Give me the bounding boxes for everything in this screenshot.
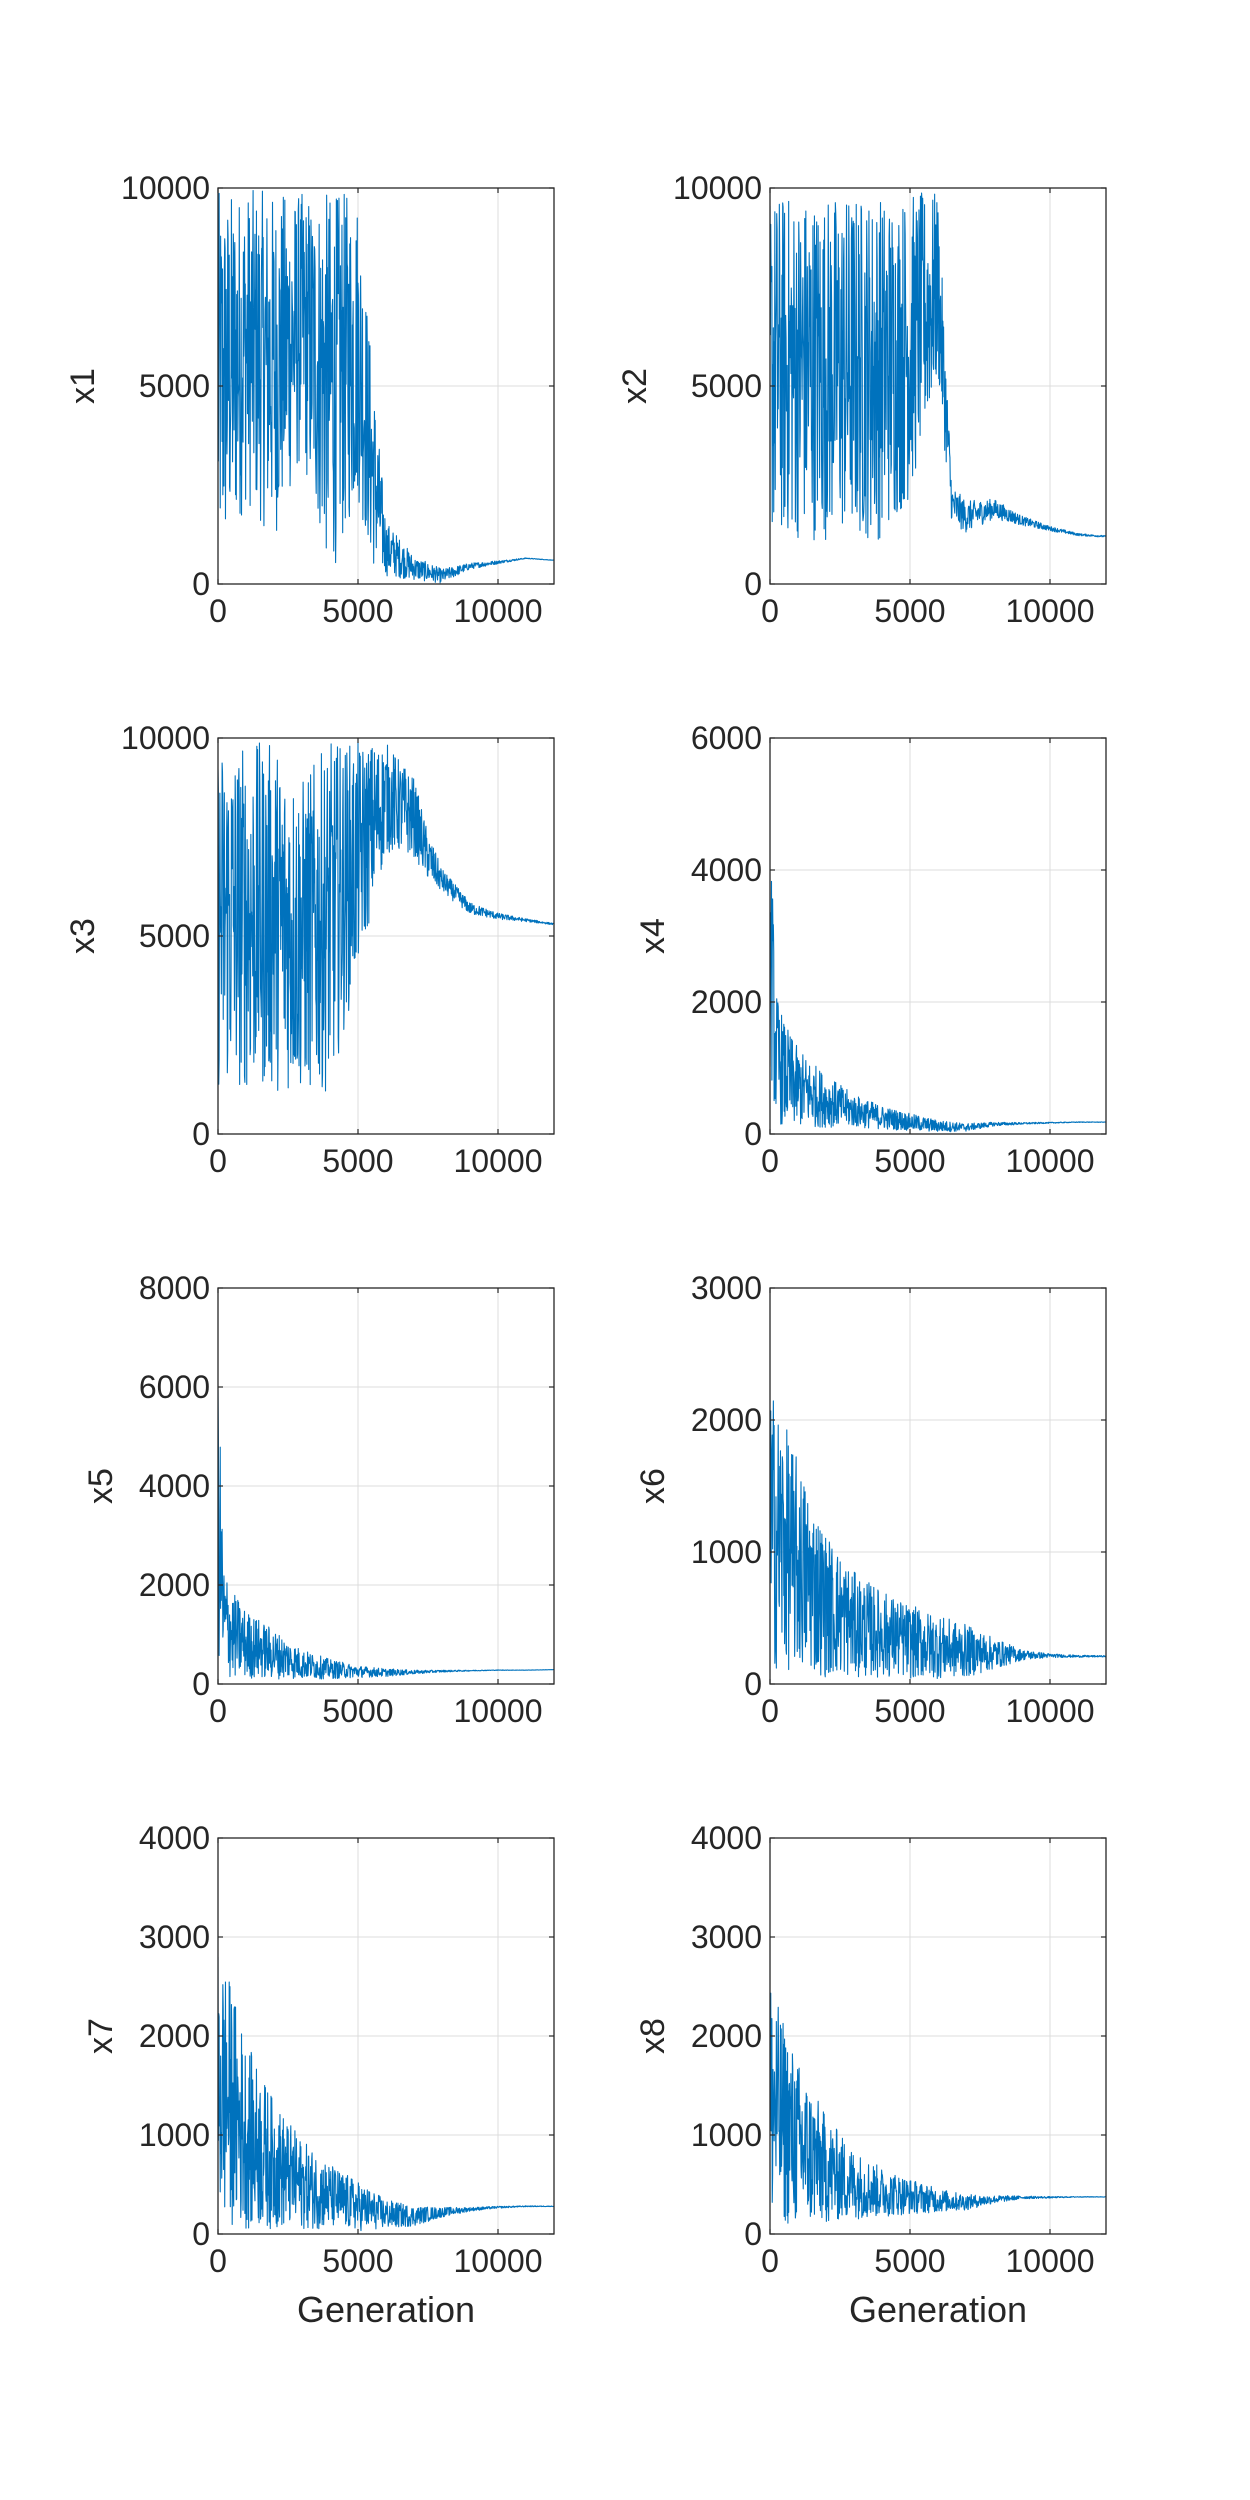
y-tick-label: 2000 bbox=[691, 2018, 762, 2054]
y-tick-label: 3000 bbox=[691, 1919, 762, 1955]
series-line-x6 bbox=[770, 1400, 1106, 1679]
y-axis-label: x1 bbox=[64, 368, 102, 404]
x-tick-label: 0 bbox=[761, 2243, 779, 2279]
y-axis-label: x8 bbox=[634, 2018, 672, 2054]
y-tick-label: 4000 bbox=[139, 1820, 210, 1856]
subplot-x2: 0 5000 10000 0 5000 10000 x2 bbox=[616, 170, 1107, 629]
y-axis-label: x6 bbox=[634, 1468, 672, 1504]
x-tick-label: 10000 bbox=[454, 1693, 543, 1729]
subplot-x6: 0 5000 10000 0 1000 2000 3000 x6 bbox=[634, 1270, 1107, 1729]
y-tick-label: 2000 bbox=[139, 1567, 210, 1603]
plot-area bbox=[770, 738, 1106, 1134]
x-tick-label: 0 bbox=[209, 1143, 227, 1179]
x-tick-label: 5000 bbox=[322, 2243, 393, 2279]
y-axis-label: x7 bbox=[82, 2018, 120, 2054]
x-tick-label: 5000 bbox=[322, 1693, 393, 1729]
y-tick-label: 3000 bbox=[691, 1270, 762, 1306]
subplot-x3: 0 5000 10000 0 5000 10000 x3 bbox=[64, 720, 555, 1179]
y-tick-label: 6000 bbox=[139, 1369, 210, 1405]
x-tick-label: 0 bbox=[761, 593, 779, 629]
x-tick-label: 5000 bbox=[874, 593, 945, 629]
y-tick-label: 1000 bbox=[691, 1534, 762, 1570]
y-tick-label: 5000 bbox=[139, 368, 210, 404]
x-axis-label: Generation bbox=[849, 2289, 1027, 2330]
y-tick-label: 6000 bbox=[691, 720, 762, 756]
series-line-x2 bbox=[770, 192, 1106, 541]
series-line-x5 bbox=[218, 1389, 554, 1680]
axes-box bbox=[769, 737, 1107, 1135]
subplot-x5: 0 5000 10000 0 2000 4000 6000 8000 x5 bbox=[82, 1270, 555, 1729]
subplot-x4: 0 5000 10000 0 2000 4000 6000 x4 bbox=[634, 720, 1107, 1179]
x-tick-label: 0 bbox=[209, 593, 227, 629]
y-tick-label: 2000 bbox=[691, 984, 762, 1020]
series-line-x4 bbox=[770, 880, 1106, 1133]
y-tick-label: 10000 bbox=[121, 720, 210, 756]
y-tick-label: 0 bbox=[192, 566, 210, 602]
x-tick-label: 0 bbox=[761, 1143, 779, 1179]
y-tick-label: 4000 bbox=[691, 852, 762, 888]
y-axis-label: x2 bbox=[616, 368, 654, 404]
series-line-x7 bbox=[218, 1956, 554, 2232]
x-tick-label: 10000 bbox=[454, 2243, 543, 2279]
y-tick-label: 10000 bbox=[673, 170, 762, 206]
y-tick-label: 0 bbox=[192, 2216, 210, 2252]
series-line-x8 bbox=[770, 1992, 1106, 2224]
y-tick-label: 4000 bbox=[691, 1820, 762, 1856]
x-tick-label: 10000 bbox=[454, 1143, 543, 1179]
x-tick-label: 10000 bbox=[1006, 1143, 1095, 1179]
subplot-x1: 0 5000 10000 0 5000 10000 x1 bbox=[64, 170, 555, 629]
series-line-x1 bbox=[218, 189, 554, 584]
x-tick-label: 0 bbox=[761, 1693, 779, 1729]
axes-box bbox=[769, 1287, 1107, 1685]
y-tick-label: 0 bbox=[192, 1116, 210, 1152]
y-tick-label: 0 bbox=[744, 1116, 762, 1152]
x-tick-label: 10000 bbox=[1006, 1693, 1095, 1729]
x-tick-label: 5000 bbox=[322, 1143, 393, 1179]
x-tick-label: 5000 bbox=[322, 593, 393, 629]
y-tick-label: 5000 bbox=[139, 918, 210, 954]
y-tick-label: 0 bbox=[744, 1666, 762, 1702]
y-tick-label: 4000 bbox=[139, 1468, 210, 1504]
y-tick-label: 3000 bbox=[139, 1919, 210, 1955]
y-tick-label: 10000 bbox=[121, 170, 210, 206]
y-axis-label: x3 bbox=[64, 918, 102, 954]
x-tick-label: 10000 bbox=[454, 593, 543, 629]
x-tick-label: 0 bbox=[209, 1693, 227, 1729]
subplot-x7: 0 5000 10000 0 1000 2000 3000 4000 x7 Generation bbox=[82, 1820, 555, 2330]
y-tick-label: 0 bbox=[744, 2216, 762, 2252]
y-tick-label: 0 bbox=[744, 566, 762, 602]
y-axis-label: x4 bbox=[634, 918, 672, 954]
x-tick-label: 10000 bbox=[1006, 593, 1095, 629]
y-tick-label: 0 bbox=[192, 1666, 210, 1702]
y-tick-label: 2000 bbox=[139, 2018, 210, 2054]
x-tick-label: 5000 bbox=[874, 2243, 945, 2279]
x-tick-label: 0 bbox=[209, 2243, 227, 2279]
x-tick-label: 10000 bbox=[1006, 2243, 1095, 2279]
y-tick-label: 8000 bbox=[139, 1270, 210, 1306]
y-tick-label: 5000 bbox=[691, 368, 762, 404]
y-tick-label: 2000 bbox=[691, 1402, 762, 1438]
series-line-x3 bbox=[218, 741, 554, 1092]
y-tick-label: 1000 bbox=[691, 2117, 762, 2153]
x-axis-label: Generation bbox=[297, 2289, 475, 2330]
y-axis-label: x5 bbox=[82, 1468, 120, 1504]
subplot-x8: 0 5000 10000 0 1000 2000 3000 4000 x8 Generation bbox=[634, 1820, 1107, 2330]
x-tick-label: 5000 bbox=[874, 1693, 945, 1729]
y-tick-label: 1000 bbox=[139, 2117, 210, 2153]
x-tick-label: 5000 bbox=[874, 1143, 945, 1179]
